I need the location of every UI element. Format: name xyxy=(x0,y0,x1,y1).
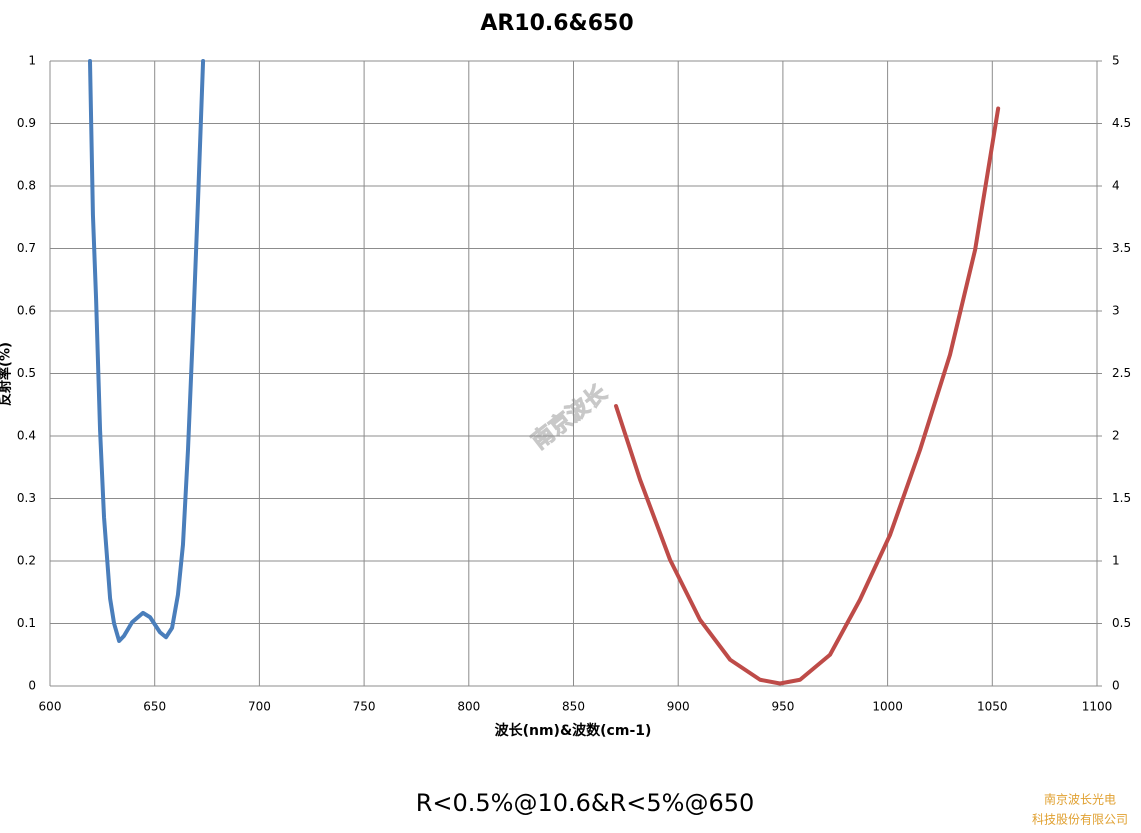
x-tick-label: 800 xyxy=(457,700,480,714)
y-tick-label: 0.2 xyxy=(17,554,36,568)
y-tick-label: 0.5 xyxy=(17,366,36,380)
y2-tick-label: 5 xyxy=(1112,54,1120,68)
y-tick-label: 0.3 xyxy=(17,491,36,505)
y2-tick-label: 2 xyxy=(1112,429,1120,443)
y-tick-label: 0.9 xyxy=(17,116,36,130)
y2-tick-label: 4 xyxy=(1112,179,1120,193)
y2-tick-label: 1 xyxy=(1112,554,1120,568)
company-line: 南京波长光电 xyxy=(1044,792,1116,807)
company-line: 科技股份有限公司 xyxy=(1032,813,1128,827)
x-axis-label: 波长(nm)&波数(cm-1) xyxy=(495,722,652,739)
y2-tick-label: 3 xyxy=(1112,304,1120,318)
y2-tick-label: 0.5 xyxy=(1112,616,1131,630)
y2-tick-label: 2.5 xyxy=(1112,366,1131,380)
y-tick-label: 0.8 xyxy=(17,179,36,193)
x-tick-label: 1000 xyxy=(872,700,903,714)
series-line xyxy=(87,59,206,643)
y2-tick-label: 0 xyxy=(1112,679,1120,693)
series-line xyxy=(614,106,1001,686)
y-tick-label: 1 xyxy=(28,54,36,68)
x-tick-label: 950 xyxy=(771,700,794,714)
caption: R<0.5%@10.6&R<5%@650 xyxy=(416,789,755,817)
x-tick-label: 850 xyxy=(562,700,585,714)
x-tick-label: 700 xyxy=(248,700,271,714)
x-tick-label: 900 xyxy=(667,700,690,714)
y-tick-label: 0 xyxy=(28,679,36,693)
y2-tick-label: 1.5 xyxy=(1112,491,1131,505)
x-tick-label: 1100 xyxy=(1082,700,1113,714)
y2-tick-label: 4.5 xyxy=(1112,116,1131,130)
y-axis-label: 反射率(%) xyxy=(0,342,14,406)
x-tick-label: 650 xyxy=(143,700,166,714)
watermark: 南京波长 xyxy=(527,379,613,454)
x-tick-label: 750 xyxy=(353,700,376,714)
y2-tick-label: 3.5 xyxy=(1112,241,1131,255)
y-tick-label: 0.4 xyxy=(17,429,36,443)
x-tick-label: 1050 xyxy=(977,700,1008,714)
y-tick-label: 0.6 xyxy=(17,304,36,318)
y-tick-label: 0.7 xyxy=(17,241,36,255)
x-tick-label: 600 xyxy=(39,700,62,714)
y-tick-label: 0.1 xyxy=(17,616,36,630)
chart-title: AR10.6&650 xyxy=(480,11,633,36)
